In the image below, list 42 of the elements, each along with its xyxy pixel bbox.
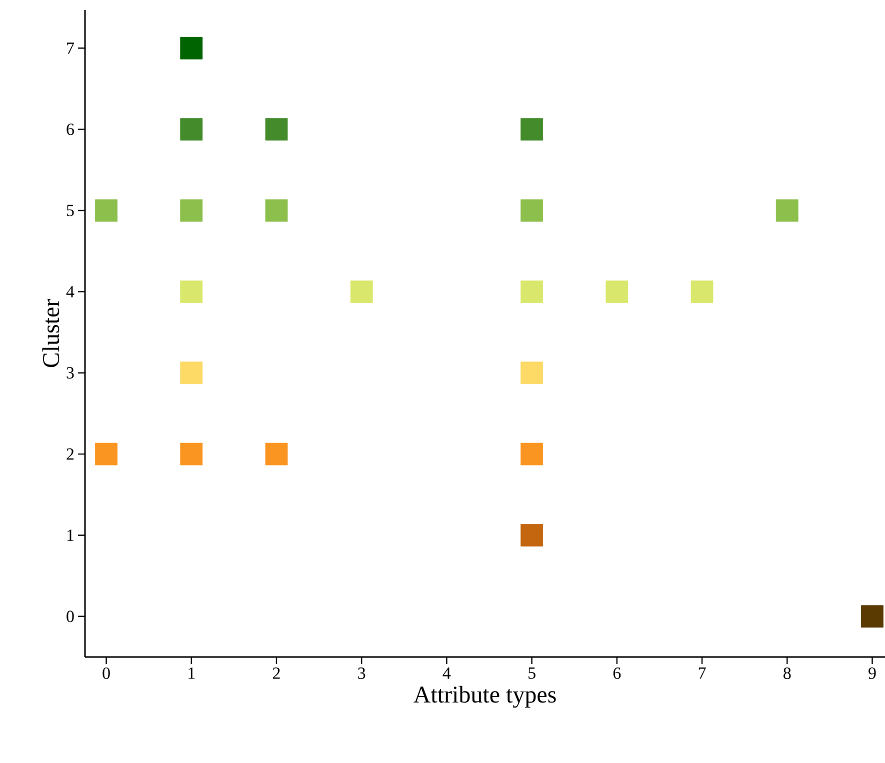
x-tick-label: 4 [442,668,451,679]
point [690,280,714,303]
y-tick-label: 7 [67,42,74,54]
point [520,118,544,141]
point [776,199,798,222]
y-tick-label: 2 [66,448,74,460]
point [180,442,203,466]
point [265,118,288,141]
point [180,36,203,60]
point [520,280,544,303]
y-tick-label: 4 [66,286,74,298]
point [520,524,544,546]
x-tick-label: 8 [784,668,791,679]
x-tick-label: 0 [102,668,110,679]
y-tick-label: 1 [67,530,74,541]
point [350,280,373,303]
point [520,362,544,384]
y-tick-label: 3 [66,367,74,379]
x-tick-label: 9 [868,668,876,679]
point [180,362,203,384]
point [520,442,544,466]
point [265,442,288,466]
x-tick-label: 6 [613,668,621,679]
point [520,199,544,222]
x-tick-label: 2 [272,668,280,679]
y-tick-label: 6 [66,124,74,136]
y-tick-label: 5 [66,204,74,216]
y-axis-title: Cluster [42,299,60,368]
point [606,280,628,303]
point [265,199,288,222]
y-tick-label: 0 [66,610,74,622]
point [180,118,203,141]
x-tick-label: 3 [358,668,366,679]
x-axis-title: Attribute types [414,686,556,708]
point [95,199,118,222]
point [861,605,884,628]
point [95,442,118,466]
x-tick-label: 5 [528,668,536,679]
point [180,199,203,222]
x-tick-label: 7 [698,668,706,679]
x-tick-label: 1 [188,668,195,679]
point [180,280,203,303]
